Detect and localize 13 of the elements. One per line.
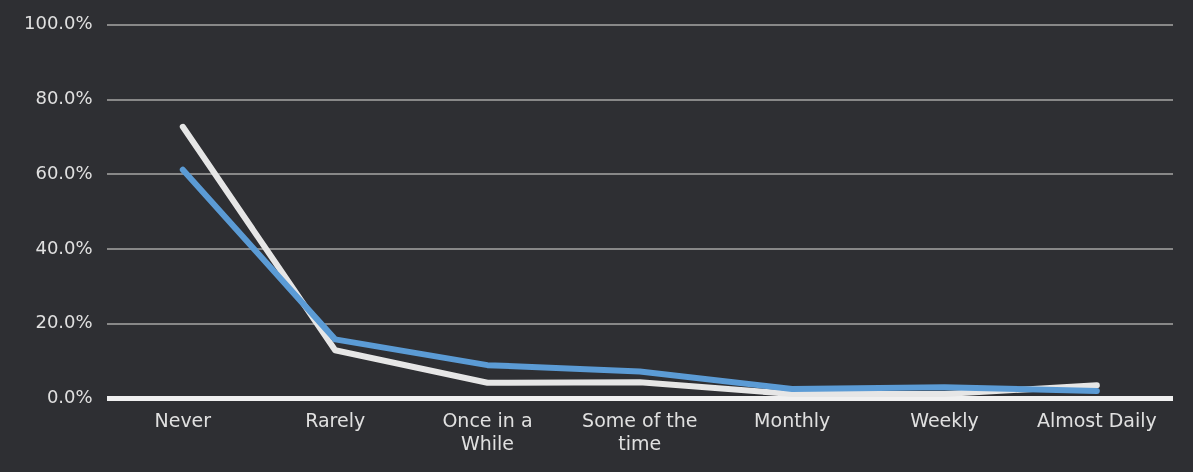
x-tick-label: Monthly — [754, 408, 831, 431]
x-tick-label: Weekly — [910, 408, 979, 431]
x-tick-label: Almost Daily — [1036, 408, 1157, 431]
y-tick-label: 60.0% — [35, 161, 93, 183]
y-tick-label: 20.0% — [35, 311, 93, 333]
y-tick-label: 100.0% — [23, 12, 93, 34]
x-tick-label: Never — [154, 408, 212, 431]
x-tick-label: Once in a While — [442, 408, 533, 454]
y-tick-label: 0.0% — [46, 386, 93, 408]
y-tick-label: 80.0% — [35, 87, 93, 109]
x-tick-label: Some of the time — [582, 408, 698, 454]
y-tick-label: 40.0% — [35, 236, 93, 258]
x-tick-label: Rarely — [305, 408, 366, 431]
